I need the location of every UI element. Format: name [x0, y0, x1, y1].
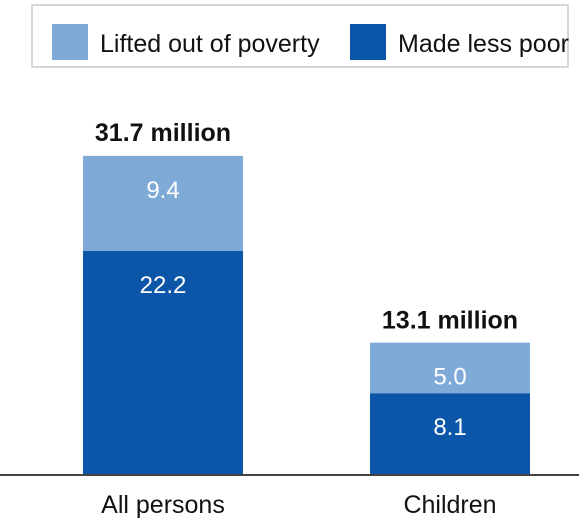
data-label-children-lifted-out-of-poverty: 5.0 — [433, 364, 466, 391]
legend-label-less-poor: Made less poor — [398, 30, 569, 58]
bar-all-persons-made-less-poor — [83, 250, 243, 475]
data-label-all-persons-made-less-poor: 22.2 — [140, 272, 187, 299]
x-tick-label-children: Children — [403, 491, 496, 519]
legend-swatch-lifted — [52, 24, 88, 60]
total-label-children: 13.1 million — [382, 307, 518, 335]
bar-children-made-less-poor — [370, 393, 530, 475]
legend-box — [31, 4, 569, 68]
legend: Lifted out of poverty Made less poor — [31, 4, 569, 68]
data-label-children-made-less-poor: 8.1 — [433, 414, 466, 441]
bar-all-persons-lifted-out-of-poverty — [83, 155, 243, 251]
bars-group: 22.2 9.4 31.7 million All persons 8.1 5.0 13.1… — [83, 119, 530, 519]
x-tick-label-all-persons: All persons — [101, 491, 225, 519]
data-label-all-persons-lifted-out-of-poverty: 9.4 — [146, 177, 179, 204]
legend-label-lifted: Lifted out of poverty — [100, 30, 320, 58]
total-label-all-persons: 31.7 million — [95, 119, 231, 147]
legend-swatch-less-poor — [350, 24, 386, 60]
bar-children-lifted-out-of-poverty — [370, 342, 530, 394]
